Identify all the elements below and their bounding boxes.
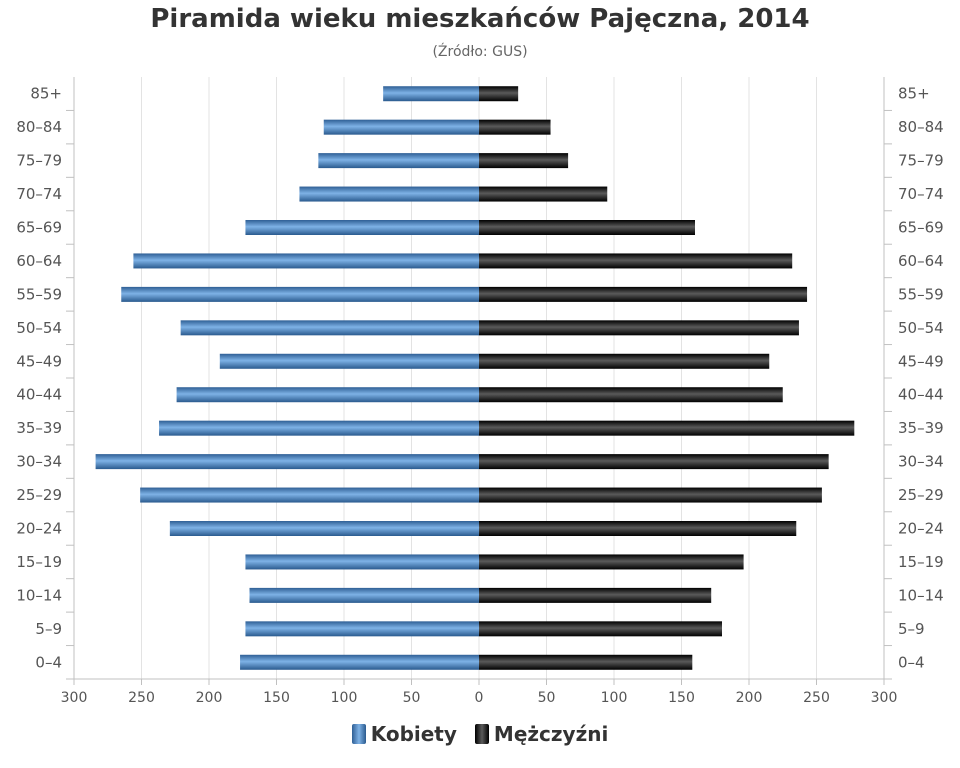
x-tick-label: 200 (736, 690, 763, 706)
legend-item-kobiety[interactable]: Kobiety (351, 722, 457, 746)
bar-mezczyzni (479, 86, 519, 102)
y-category-label-left: 25–29 (16, 486, 62, 504)
y-category-label-right: 10–14 (898, 586, 944, 604)
x-tick-label: 50 (403, 690, 421, 706)
bar-mezczyzni (479, 320, 799, 336)
bar-kobiety (318, 153, 479, 169)
bar-mezczyzni (479, 353, 770, 369)
y-category-label-left: 35–39 (16, 419, 62, 437)
legend-item-mezczyzni[interactable]: Mężczyźni (474, 722, 609, 746)
x-tick-label: 150 (668, 690, 695, 706)
y-category-label-right: 25–29 (898, 486, 944, 504)
chart-title: Piramida wieku mieszkańców Pajęczna, 201… (150, 4, 810, 34)
bar-kobiety (140, 487, 479, 503)
y-category-label-left: 20–24 (16, 520, 62, 538)
y-category-label-right: 70–74 (898, 185, 944, 203)
bar-kobiety (95, 454, 479, 470)
y-category-label-right: 55–59 (898, 285, 944, 303)
y-category-label-left: 80–84 (16, 118, 62, 136)
x-tick-label: 100 (331, 690, 358, 706)
y-category-label-left: 45–49 (16, 352, 62, 370)
bar-mezczyzni (479, 454, 829, 470)
y-category-label-left: 50–54 (16, 319, 62, 337)
y-category-label-left: 0–4 (35, 653, 62, 671)
x-tick-label: 50 (538, 690, 556, 706)
chart-subtitle: (Źródło: GUS) (432, 44, 528, 60)
y-category-label-left: 75–79 (16, 152, 62, 170)
y-category-label-right: 45–49 (898, 352, 944, 370)
bar-kobiety (240, 654, 479, 670)
bar-mezczyzni (479, 420, 855, 436)
bar-mezczyzni (479, 521, 797, 536)
y-category-label-left: 55–59 (16, 285, 62, 303)
legend-label-mezczyzni: Mężczyźni (493, 722, 609, 746)
y-category-label-left: 85+ (30, 85, 62, 103)
legend-swatch-kobiety (351, 724, 366, 744)
bar-mezczyzni (479, 153, 569, 169)
y-category-label-right: 75–79 (898, 152, 944, 170)
bar-mezczyzni (479, 253, 793, 269)
bar-kobiety (133, 253, 479, 269)
y-category-label-right: 15–19 (898, 553, 944, 571)
bar-kobiety (159, 420, 480, 436)
bar-kobiety (299, 186, 479, 202)
y-category-label-left: 40–44 (16, 386, 62, 404)
y-category-label-left: 60–64 (16, 252, 62, 270)
x-tick-label: 300 (61, 690, 88, 706)
bar-kobiety (169, 521, 479, 536)
bar-kobiety (180, 320, 479, 336)
bar-mezczyzni (479, 621, 722, 637)
chart-legend: Kobiety Mężczyźni (0, 722, 960, 746)
bar-kobiety (249, 587, 479, 603)
bar-kobiety (176, 387, 479, 403)
y-category-label-right: 65–69 (898, 219, 944, 237)
y-category-label-left: 15–19 (16, 553, 62, 571)
y-category-label-left: 65–69 (16, 219, 62, 237)
bar-kobiety (219, 353, 480, 369)
x-tick-label: 300 (871, 690, 898, 706)
y-category-label-left: 30–34 (16, 453, 62, 471)
x-tick-label: 250 (128, 690, 155, 706)
y-category-label-right: 50–54 (898, 319, 944, 337)
bar-mezczyzni (479, 220, 695, 235)
bar-kobiety (383, 86, 479, 102)
y-category-label-right: 40–44 (898, 386, 944, 404)
bar-mezczyzni (479, 387, 783, 403)
y-category-label-left: 70–74 (16, 185, 62, 203)
y-category-label-right: 60–64 (898, 252, 944, 270)
bar-kobiety (323, 119, 479, 135)
y-category-label-right: 30–34 (898, 453, 944, 471)
y-category-label-right: 85+ (898, 85, 930, 103)
y-category-label-left: 5–9 (35, 620, 62, 638)
y-category-label-right: 35–39 (898, 419, 944, 437)
y-category-label-right: 5–9 (898, 620, 925, 638)
bar-mezczyzni (479, 587, 712, 603)
bar-kobiety (245, 554, 479, 570)
legend-label-kobiety: Kobiety (370, 722, 457, 746)
bar-mezczyzni (479, 286, 808, 302)
x-tick-label: 200 (196, 690, 223, 706)
bar-mezczyzni (479, 654, 693, 670)
bar-kobiety (121, 286, 479, 302)
x-tick-label: 0 (475, 690, 484, 706)
bar-mezczyzni (479, 554, 744, 570)
y-category-label-right: 80–84 (898, 118, 944, 136)
bar-mezczyzni (479, 186, 608, 202)
bar-kobiety (245, 621, 479, 637)
bar-mezczyzni (479, 119, 551, 135)
y-category-label-left: 10–14 (16, 586, 62, 604)
legend-swatch-mezczyzni (474, 724, 489, 744)
x-tick-label: 100 (601, 690, 628, 706)
x-tick-label: 150 (263, 690, 290, 706)
y-category-label-right: 20–24 (898, 520, 944, 538)
bar-kobiety (245, 220, 479, 235)
y-category-label-right: 0–4 (898, 653, 925, 671)
x-tick-label: 250 (803, 690, 830, 706)
bar-mezczyzni (479, 487, 822, 503)
